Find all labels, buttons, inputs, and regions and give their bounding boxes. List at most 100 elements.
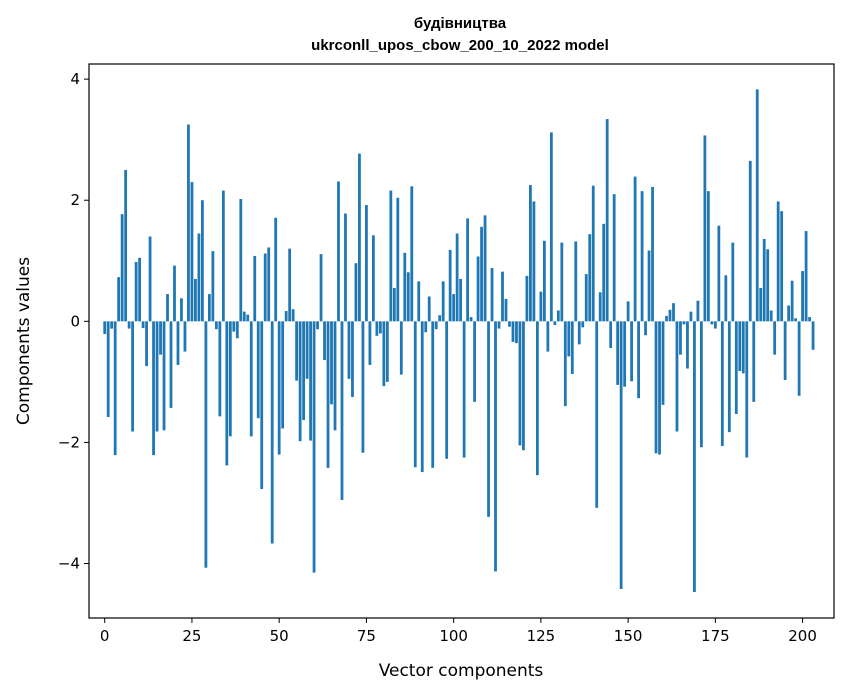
bar: [787, 305, 791, 322]
bar: [427, 296, 431, 322]
bar: [563, 321, 567, 407]
bar: [661, 321, 665, 405]
bar: [686, 321, 689, 369]
bar: [120, 214, 124, 322]
y-tick-label: 0: [70, 312, 80, 330]
bar: [375, 321, 379, 336]
bar: [658, 321, 661, 455]
bar: [755, 89, 759, 322]
bar: [630, 321, 634, 382]
bar: [560, 242, 564, 322]
bar: [487, 321, 490, 517]
bar: [434, 321, 438, 330]
bar: [134, 261, 138, 322]
bar: [239, 199, 243, 322]
bar: [316, 321, 319, 330]
y-axis-label: Components values: [14, 257, 34, 425]
bar: [483, 215, 487, 322]
bar: [197, 233, 201, 322]
bar: [675, 321, 679, 432]
chart-title: будівництва: [414, 15, 507, 32]
bar: [445, 321, 449, 459]
bar: [511, 321, 515, 342]
bar: [358, 153, 361, 322]
x-tick-label: 200: [788, 627, 817, 645]
bar: [204, 321, 208, 568]
bar: [769, 310, 773, 322]
bar: [323, 321, 326, 361]
bar: [773, 321, 777, 355]
bar: [218, 321, 222, 417]
bar: [319, 254, 323, 322]
bar: [536, 321, 539, 476]
bar: [570, 321, 574, 374]
bar: [682, 321, 686, 325]
bar-series: [103, 89, 815, 592]
bar: [717, 225, 721, 322]
x-tick-label: 25: [182, 627, 201, 645]
bar: [173, 265, 176, 322]
bar: [804, 231, 808, 322]
bar: [232, 321, 236, 332]
bar: [399, 321, 403, 375]
bar: [504, 298, 508, 322]
bar: [574, 241, 578, 322]
bar: [731, 242, 735, 322]
bar: [302, 321, 305, 421]
bar: [797, 321, 801, 396]
bar: [473, 321, 476, 402]
bar: [138, 257, 141, 322]
bar: [462, 321, 466, 458]
x-axis: 0 25 50 75 100 125 150 175 200: [100, 618, 817, 645]
bar: [267, 247, 271, 322]
bar: [365, 205, 368, 322]
bar: [249, 321, 253, 437]
bar: [738, 321, 742, 371]
bar: [609, 321, 613, 348]
bar: [626, 301, 630, 322]
bar: [734, 321, 738, 414]
bar: [605, 119, 609, 322]
x-tick-label: 50: [270, 627, 289, 645]
bar: [696, 300, 700, 322]
bar: [546, 321, 550, 352]
bar: [406, 272, 410, 322]
bar: [246, 314, 250, 322]
bar: [228, 321, 232, 437]
bar: [284, 311, 288, 322]
bar: [180, 298, 183, 322]
bar: [187, 124, 190, 322]
bar: [455, 233, 459, 322]
bar: [591, 185, 595, 322]
bar: [459, 278, 463, 322]
bar: [766, 249, 770, 322]
bar: [378, 321, 382, 334]
bar: [679, 321, 682, 355]
bar: [752, 321, 756, 402]
bar: [309, 321, 312, 441]
bar: [640, 191, 644, 322]
y-tick-label: 4: [70, 70, 80, 88]
y-tick-label: −2: [58, 433, 80, 451]
bar: [242, 311, 246, 322]
bar: [166, 294, 169, 322]
bar: [368, 321, 372, 365]
bar: [469, 317, 473, 322]
bar: [347, 321, 351, 379]
bar: [263, 253, 267, 322]
bar: [155, 321, 159, 432]
bar: [326, 321, 330, 468]
bar: [162, 321, 166, 431]
bar: [194, 278, 197, 322]
bar: [110, 321, 114, 329]
bar: [651, 186, 654, 322]
bar: [703, 135, 707, 322]
bar: [644, 321, 647, 336]
bar: [385, 321, 389, 382]
bar: [392, 288, 396, 322]
bar: [159, 321, 162, 355]
bar: [298, 321, 302, 442]
x-tick-label: 0: [100, 627, 110, 645]
bar: [141, 321, 145, 328]
